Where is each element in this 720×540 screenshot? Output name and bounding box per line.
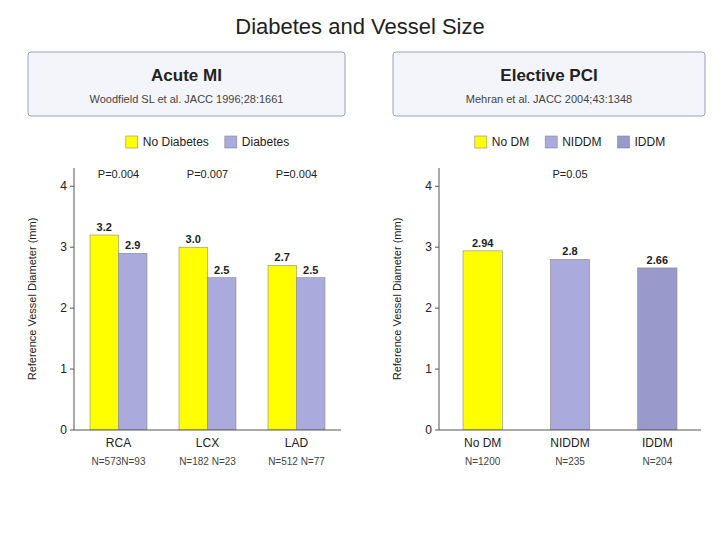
legend-label: No Diabetes bbox=[143, 135, 209, 149]
main-title: Diabetes and Vessel Size bbox=[235, 14, 485, 39]
legend-label: NIDDM bbox=[562, 135, 601, 149]
y-tick bbox=[70, 430, 74, 431]
legend: No Diabetes Diabetes bbox=[126, 135, 289, 149]
y-axis-label: Reference Vessel Diameter (mm) bbox=[26, 218, 38, 381]
chart-panel: Acute MI Woodfield SL et al. JACC 1996;28… bbox=[26, 52, 345, 467]
data-labels: 2.94 2.8 2.66 bbox=[472, 237, 668, 266]
x-tick-label: LAD bbox=[285, 436, 309, 450]
x-tick-label: No DM bbox=[464, 436, 501, 450]
n-label: N=512 N=77 bbox=[268, 456, 325, 467]
y-tick bbox=[435, 308, 439, 309]
y-tick bbox=[70, 308, 74, 309]
data-label: 2.5 bbox=[303, 264, 318, 276]
p-value: P=0.004 bbox=[276, 168, 317, 180]
y-tick bbox=[435, 247, 439, 248]
bar bbox=[550, 259, 589, 430]
legend-label: Diabetes bbox=[242, 135, 289, 149]
data-label: 2.66 bbox=[647, 254, 668, 266]
bar bbox=[297, 278, 325, 430]
data-label: 3.0 bbox=[186, 233, 201, 245]
y-tick-label: 4 bbox=[60, 179, 67, 193]
n-label: N=204 bbox=[642, 456, 672, 467]
x-tick-label: LCX bbox=[196, 436, 219, 450]
p-value: P=0.05 bbox=[552, 168, 587, 180]
y-axis-line bbox=[74, 168, 75, 430]
y-tick bbox=[70, 247, 74, 248]
x-tick-label: NIDDM bbox=[550, 436, 589, 450]
panel-subtitle: Mehran et al. JACC 2004;43:1348 bbox=[466, 93, 632, 105]
y-tick-label: 0 bbox=[425, 423, 432, 437]
data-labels: 3.2 3.0 2.7 2.9 2.5 2.5 bbox=[97, 221, 319, 276]
bar bbox=[179, 247, 207, 430]
y-axis-label: Reference Vessel Diameter (mm) bbox=[391, 218, 403, 381]
bar bbox=[463, 251, 502, 430]
data-label: 2.94 bbox=[472, 237, 494, 249]
y-tick bbox=[70, 369, 74, 370]
y-tick-label: 3 bbox=[60, 240, 67, 254]
bar bbox=[119, 253, 147, 430]
legend-swatch bbox=[545, 136, 557, 148]
legend-label: No DM bbox=[492, 135, 529, 149]
n-label: N=573N=93 bbox=[92, 456, 146, 467]
legend-swatch bbox=[475, 136, 487, 148]
y-tick bbox=[435, 186, 439, 187]
n-label: N=235 bbox=[555, 456, 585, 467]
y-tick-label: 1 bbox=[60, 362, 67, 376]
panel-title-box bbox=[393, 52, 705, 116]
data-label: 2.7 bbox=[275, 251, 290, 263]
x-tick-label: RCA bbox=[106, 436, 131, 450]
x-axis-line bbox=[439, 430, 701, 431]
n-label: N=182 N=23 bbox=[179, 456, 236, 467]
data-label: 2.5 bbox=[214, 264, 229, 276]
legend: No DM NIDDM IDDM bbox=[475, 135, 665, 149]
panel-title: Elective PCI bbox=[500, 66, 597, 85]
y-tick-label: 0 bbox=[60, 423, 67, 437]
bar bbox=[268, 265, 296, 430]
legend-swatch bbox=[618, 136, 630, 148]
bar bbox=[208, 278, 236, 430]
y-tick bbox=[435, 369, 439, 370]
p-value: P=0.004 bbox=[98, 168, 139, 180]
y-tick-label: 2 bbox=[60, 301, 67, 315]
legend-label: IDDM bbox=[635, 135, 666, 149]
data-label: 2.8 bbox=[562, 245, 577, 257]
panel-title-box bbox=[28, 52, 345, 116]
chart-panel: Elective PCI Mehran et al. JACC 2004;43:1… bbox=[391, 52, 705, 467]
y-tick bbox=[435, 430, 439, 431]
x-tick-label: IDDM bbox=[642, 436, 673, 450]
n-label: N=1200 bbox=[465, 456, 501, 467]
bars bbox=[463, 251, 677, 430]
chart-root: Diabetes and Vessel Size Acute MI Woodfiel… bbox=[0, 0, 720, 540]
legend-swatch bbox=[126, 136, 138, 148]
bars bbox=[90, 235, 325, 430]
y-tick-label: 3 bbox=[425, 240, 432, 254]
p-value: P=0.007 bbox=[187, 168, 228, 180]
panel-title: Acute MI bbox=[151, 66, 222, 85]
y-axis-line bbox=[439, 168, 440, 430]
x-axis-line bbox=[74, 430, 341, 431]
panel-subtitle: Woodfield SL et al. JACC 1996;28:1661 bbox=[90, 93, 284, 105]
bar bbox=[90, 235, 118, 430]
y-tick-label: 4 bbox=[425, 179, 432, 193]
data-label: 3.2 bbox=[97, 221, 112, 233]
data-label: 2.9 bbox=[125, 239, 140, 251]
y-tick-label: 2 bbox=[425, 301, 432, 315]
y-tick-label: 1 bbox=[425, 362, 432, 376]
legend-swatch bbox=[225, 136, 237, 148]
bar bbox=[638, 268, 677, 430]
y-tick bbox=[70, 186, 74, 187]
